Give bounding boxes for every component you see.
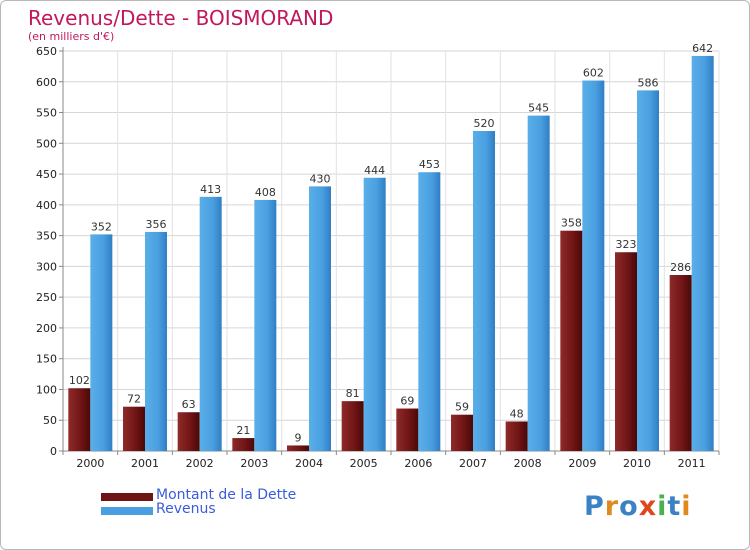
logo-letter: t bbox=[667, 491, 682, 522]
y-tick-label: 250 bbox=[36, 291, 57, 304]
axes: 0 50 100 150 200 250 300 350 400 450 500 550 600 650 2… bbox=[36, 45, 720, 470]
bar-dette bbox=[177, 412, 200, 451]
bar-dette bbox=[560, 230, 583, 451]
y-tick-label: 300 bbox=[36, 260, 57, 273]
y-tick-label: 350 bbox=[36, 230, 57, 243]
logo-letter: i bbox=[657, 491, 668, 522]
data-label-dette: 81 bbox=[346, 387, 360, 400]
data-labels: 102 352 72 356 63 413 21 408 9 430 81 444 69 453 59 520… bbox=[69, 42, 713, 445]
x-tick-label: 2010 bbox=[623, 457, 651, 470]
bars bbox=[68, 55, 714, 452]
y-tick-label: 150 bbox=[36, 353, 57, 366]
logo-letter: P bbox=[584, 491, 605, 522]
data-label-dette: 358 bbox=[561, 217, 582, 230]
data-label-revenus: 602 bbox=[583, 67, 604, 80]
y-tick-label: 0 bbox=[50, 445, 57, 458]
x-tick-label: 2008 bbox=[514, 457, 542, 470]
data-label-revenus: 586 bbox=[638, 76, 659, 89]
bar-dette bbox=[123, 406, 145, 451]
bar-revenus bbox=[309, 186, 331, 451]
bar-dette bbox=[505, 421, 528, 451]
y-tick-label: 550 bbox=[36, 107, 57, 120]
legend-swatch-dette bbox=[101, 493, 153, 501]
bar-revenus bbox=[363, 177, 386, 451]
x-tick-label: 2004 bbox=[295, 457, 323, 470]
y-tick-label: 50 bbox=[43, 414, 57, 427]
bar-dette bbox=[287, 445, 309, 451]
bar-dette bbox=[232, 438, 255, 451]
data-label-dette: 48 bbox=[510, 407, 524, 420]
data-label-dette: 286 bbox=[670, 261, 691, 274]
y-tick-label: 650 bbox=[36, 45, 57, 58]
bar-revenus bbox=[691, 55, 714, 452]
bar-revenus bbox=[145, 231, 167, 451]
data-label-dette: 102 bbox=[69, 374, 90, 387]
bar-revenus bbox=[582, 80, 605, 452]
bar-revenus bbox=[199, 196, 222, 451]
x-tick-label: 2000 bbox=[76, 457, 104, 470]
logo-letter: i bbox=[681, 491, 692, 522]
logo-letter: o bbox=[619, 491, 639, 522]
x-tick-label: 2002 bbox=[186, 457, 214, 470]
x-tick-label: 2003 bbox=[240, 457, 268, 470]
logo-letter: x bbox=[638, 491, 658, 522]
bar-revenus bbox=[527, 115, 550, 451]
y-tick-label: 450 bbox=[36, 168, 57, 181]
bar-revenus bbox=[418, 172, 441, 451]
y-tick-label: 400 bbox=[36, 199, 57, 212]
data-label-revenus: 430 bbox=[310, 172, 331, 185]
data-label-dette: 9 bbox=[295, 431, 302, 444]
bar-revenus bbox=[473, 131, 495, 451]
logo-letter: r bbox=[604, 491, 620, 522]
chart-title: Revenus/Dette - BOISMORAND bbox=[28, 6, 334, 30]
bar-revenus bbox=[90, 234, 113, 451]
data-label-revenus: 545 bbox=[528, 102, 549, 115]
bar-dette bbox=[396, 408, 419, 451]
bar-dette bbox=[341, 401, 364, 451]
data-label-revenus: 413 bbox=[200, 183, 221, 196]
proxiti-logo: Proxiti bbox=[584, 491, 692, 522]
x-tick-label: 2006 bbox=[404, 457, 432, 470]
bar-revenus bbox=[254, 199, 277, 451]
data-label-revenus: 352 bbox=[91, 220, 112, 233]
data-label-revenus: 453 bbox=[419, 158, 440, 171]
x-tick-label: 2007 bbox=[459, 457, 487, 470]
x-tick-label: 2009 bbox=[568, 457, 596, 470]
x-tick-label: 2011 bbox=[678, 457, 706, 470]
data-label-revenus: 444 bbox=[364, 164, 385, 177]
bar-dette bbox=[615, 252, 637, 451]
x-tick-label: 2005 bbox=[350, 457, 378, 470]
data-label-dette: 21 bbox=[236, 424, 250, 437]
chart-subtitle: (en milliers d'€) bbox=[28, 30, 115, 43]
y-tick-label: 100 bbox=[36, 383, 57, 396]
data-label-dette: 72 bbox=[127, 393, 141, 406]
data-label-dette: 63 bbox=[182, 398, 196, 411]
data-label-revenus: 520 bbox=[474, 117, 495, 130]
legend-label-revenus: Revenus bbox=[156, 501, 216, 517]
data-label-revenus: 356 bbox=[146, 218, 167, 231]
legend-label-dette: Montant de la Dette bbox=[156, 487, 297, 503]
data-label-dette: 323 bbox=[616, 238, 637, 251]
bar-dette bbox=[451, 414, 473, 451]
y-tick-label: 200 bbox=[36, 322, 57, 335]
y-tick-label: 500 bbox=[36, 137, 57, 150]
data-label-revenus: 642 bbox=[692, 42, 713, 55]
bar-revenus bbox=[637, 90, 659, 451]
x-tick-label: 2001 bbox=[131, 457, 159, 470]
legend-swatch-revenus bbox=[101, 507, 153, 515]
data-label-revenus: 408 bbox=[255, 186, 276, 199]
data-label-dette: 59 bbox=[455, 401, 469, 414]
bar-dette bbox=[669, 275, 692, 451]
bar-dette bbox=[68, 388, 91, 451]
data-label-dette: 69 bbox=[400, 395, 414, 408]
y-tick-label: 600 bbox=[36, 76, 57, 89]
